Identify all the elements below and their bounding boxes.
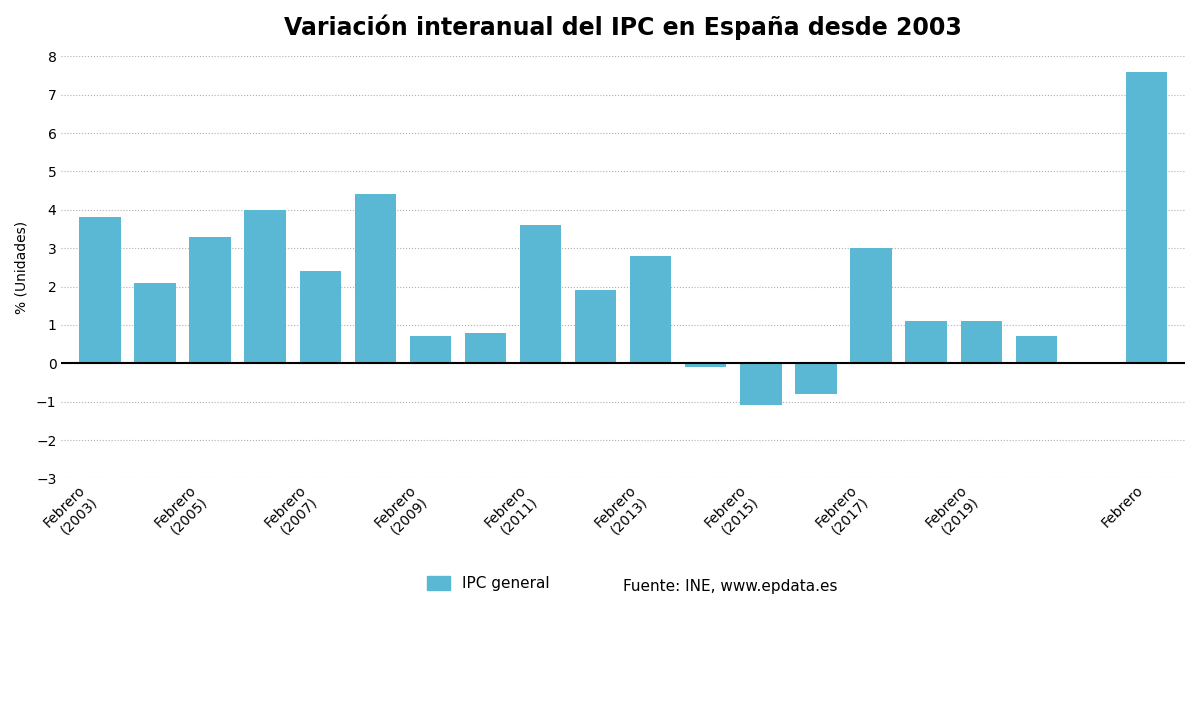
Bar: [300, 271, 341, 363]
Bar: [740, 363, 781, 405]
Bar: [960, 321, 1002, 363]
Bar: [520, 225, 562, 363]
Bar: [190, 237, 230, 363]
Bar: [355, 195, 396, 363]
Bar: [851, 248, 892, 363]
Bar: [1015, 336, 1057, 363]
Legend: IPC general: IPC general: [421, 570, 556, 597]
Bar: [630, 256, 671, 363]
Bar: [906, 321, 947, 363]
Bar: [79, 217, 120, 363]
Bar: [575, 290, 617, 363]
Bar: [1126, 72, 1168, 363]
Bar: [134, 283, 175, 363]
Y-axis label: % (Unidades): % (Unidades): [14, 221, 29, 314]
Bar: [245, 210, 286, 363]
Bar: [685, 363, 726, 367]
Bar: [796, 363, 836, 394]
Text: Fuente: INE, www.epdata.es: Fuente: INE, www.epdata.es: [623, 579, 838, 594]
Title: Variación interanual del IPC en España desde 2003: Variación interanual del IPC en España d…: [284, 15, 962, 40]
Bar: [409, 336, 451, 363]
Bar: [464, 333, 506, 363]
